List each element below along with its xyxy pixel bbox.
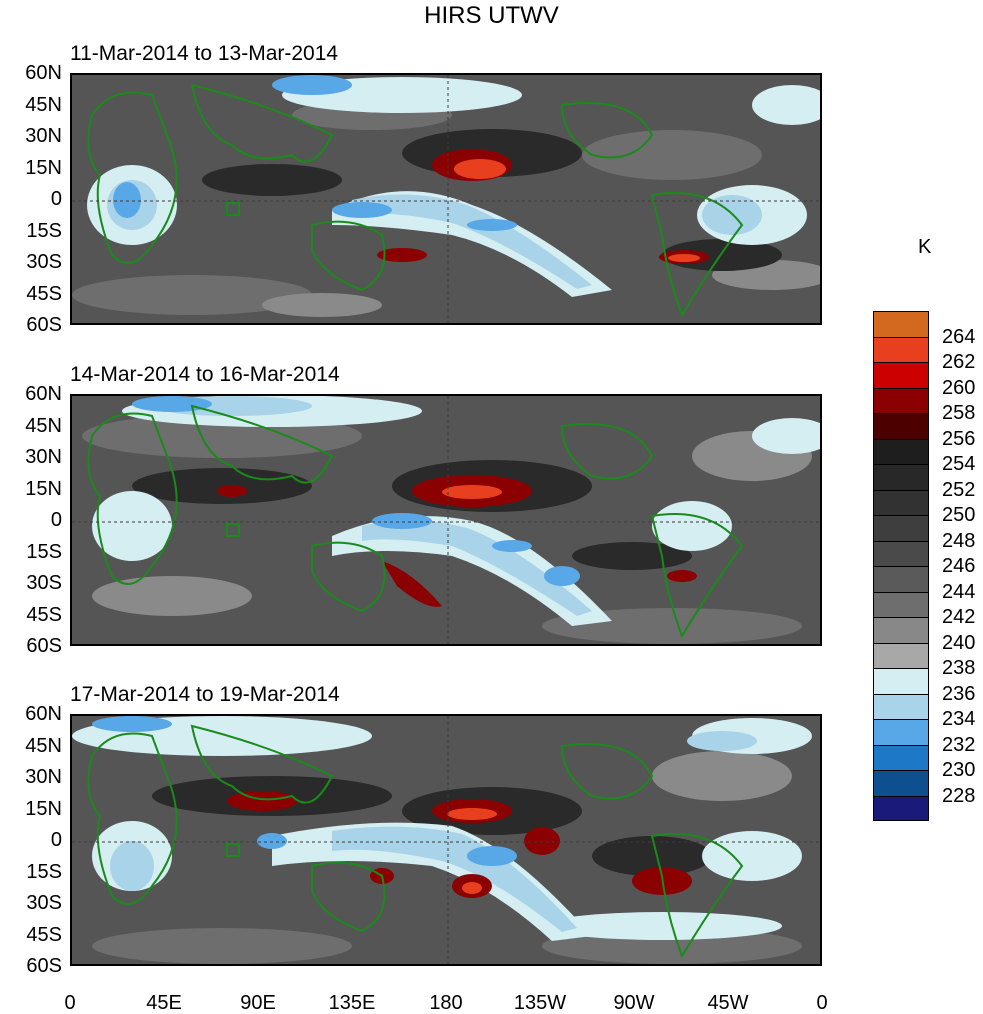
colorbar <box>873 311 929 821</box>
y-tick-label: 60S <box>26 635 62 657</box>
y-tick-label: 15N <box>25 477 62 500</box>
y-tick-label: 30S <box>26 251 62 273</box>
colorbar-swatch <box>873 719 929 745</box>
colorbar-label: 228 <box>942 784 976 807</box>
x-tick-label: 0 <box>64 992 76 1014</box>
y-tick-label: 15S <box>26 219 62 242</box>
map-field <box>72 75 820 323</box>
y-tick-label: 0 <box>50 829 62 851</box>
map-field <box>72 396 820 644</box>
colorbar-swatch <box>873 795 929 821</box>
colorbar-unit: K <box>918 236 932 258</box>
figure-title: HIRS UTWV <box>424 2 559 29</box>
y-tick-label: 15S <box>26 540 62 563</box>
x-tick-label: 90E <box>240 992 276 1014</box>
y-tick-label: 30N <box>25 766 62 788</box>
y-tick-label: 30N <box>25 125 62 147</box>
colorbar-swatch <box>873 464 929 490</box>
y-tick-label: 60N <box>25 703 62 725</box>
x-tick-label: 0 <box>816 992 828 1014</box>
colorbar-label: 242 <box>942 606 976 628</box>
colorbar-swatch <box>873 770 929 796</box>
colorbar-label: 252 <box>942 478 976 501</box>
colorbar-swatch <box>873 591 929 617</box>
colorbar-swatch <box>873 693 929 719</box>
y-tick-label: 45S <box>26 282 62 305</box>
colorbar-swatch <box>873 362 929 388</box>
y-tick-label: 45N <box>25 93 62 116</box>
colorbar-label: 238 <box>942 657 976 679</box>
colorbar-label: 258 <box>942 402 976 424</box>
y-tick-label: 0 <box>50 509 62 531</box>
colorbar-label: 230 <box>942 759 976 781</box>
colorbar-swatch <box>873 668 929 694</box>
panel-title: 17-Mar-2014 to 19-Mar-2014 <box>70 683 340 706</box>
colorbar-label: 248 <box>942 529 976 552</box>
y-tick-label: 15N <box>25 797 62 820</box>
map-panel <box>70 714 822 966</box>
y-tick-label: 45N <box>25 734 62 757</box>
colorbar-swatch <box>873 311 929 337</box>
colorbar-swatch <box>873 515 929 541</box>
y-tick-label: 60S <box>26 955 62 977</box>
colorbar-label: 256 <box>942 427 976 450</box>
colorbar-label: 260 <box>942 376 976 399</box>
x-tick-label: 45W <box>707 992 749 1014</box>
panel-title: 11-Mar-2014 to 13-Mar-2014 <box>70 42 339 65</box>
y-tick-label: 30N <box>25 446 62 468</box>
y-tick-label: 60S <box>26 314 62 336</box>
colorbar-swatch <box>873 413 929 439</box>
colorbar-label: 244 <box>942 580 976 603</box>
colorbar-label: 234 <box>942 708 976 730</box>
x-tick-label: 90W <box>613 992 655 1014</box>
map-panel <box>70 394 822 646</box>
y-tick-label: 15S <box>26 860 62 883</box>
y-tick-label: 15N <box>25 156 62 179</box>
colorbar-swatch <box>873 617 929 643</box>
x-tick-label: 180 <box>429 992 463 1014</box>
map-field <box>72 716 820 964</box>
colorbar-label: 240 <box>942 631 976 654</box>
colorbar-swatch <box>873 336 929 362</box>
colorbar-label: 232 <box>942 733 976 756</box>
x-tick-label: 135E <box>328 992 376 1014</box>
x-tick-label: 45E <box>146 992 182 1014</box>
y-tick-label: 45N <box>25 414 62 437</box>
colorbar-swatch <box>873 438 929 464</box>
colorbar-swatch <box>873 540 929 566</box>
y-tick-label: 0 <box>50 188 62 210</box>
map-panel <box>70 73 822 325</box>
colorbar-label: 264 <box>942 325 976 348</box>
colorbar-label: 262 <box>942 351 976 373</box>
colorbar-label: 236 <box>942 682 976 705</box>
y-tick-label: 60N <box>25 383 62 405</box>
colorbar-label: 250 <box>942 504 976 526</box>
y-tick-label: 30S <box>26 892 62 914</box>
colorbar-swatch <box>873 566 929 592</box>
colorbar-label: 254 <box>942 453 976 475</box>
y-tick-label: 60N <box>25 62 62 84</box>
panel-title: 14-Mar-2014 to 16-Mar-2014 <box>70 363 340 386</box>
colorbar-label: 246 <box>942 555 976 577</box>
y-tick-label: 45S <box>26 603 62 626</box>
x-tick-label: 135W <box>513 992 567 1014</box>
colorbar-swatch <box>873 489 929 515</box>
colorbar-swatch <box>873 642 929 668</box>
y-tick-label: 30S <box>26 572 62 594</box>
colorbar-swatch <box>873 387 929 413</box>
y-tick-label: 45S <box>26 923 62 946</box>
colorbar-swatch <box>873 744 929 770</box>
